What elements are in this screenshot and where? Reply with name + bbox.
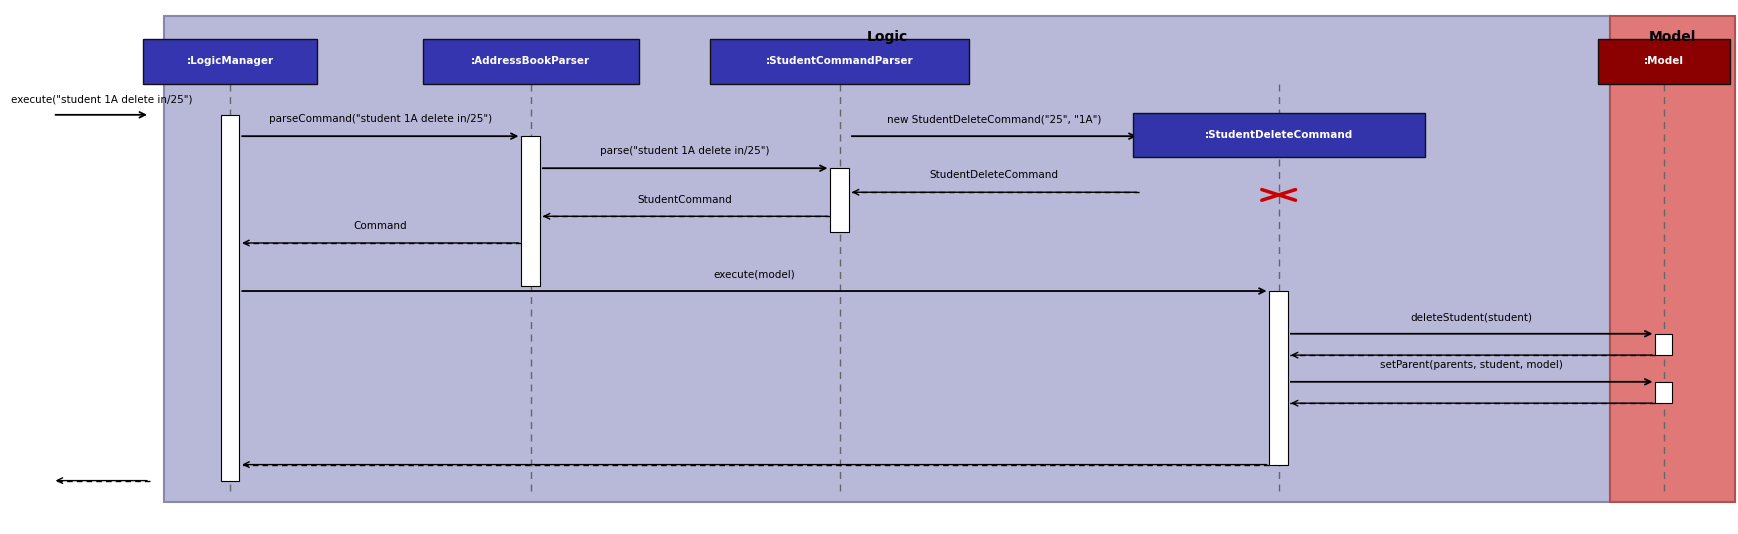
Text: parse("student 1A delete in/25"): parse("student 1A delete in/25") [600, 146, 770, 156]
Bar [1655, 382, 1672, 403]
Text: :LogicManager: :LogicManager [186, 57, 273, 66]
Text: Logic: Logic [866, 30, 907, 44]
Bar [1269, 291, 1288, 465]
Text: execute("student 1A delete in/25"): execute("student 1A delete in/25") [10, 94, 191, 104]
Bar [1609, 16, 1735, 502]
FancyBboxPatch shape [711, 40, 968, 83]
Text: :Model: :Model [1644, 57, 1684, 66]
Text: deleteStudent(student): deleteStudent(student) [1411, 312, 1533, 322]
Text: StudentCommand: StudentCommand [638, 194, 732, 205]
Text: setParent(parents, student, model): setParent(parents, student, model) [1380, 360, 1562, 370]
Text: :AddressBookParser: :AddressBookParser [471, 57, 591, 66]
FancyBboxPatch shape [1133, 113, 1425, 157]
Text: StudentDeleteCommand: StudentDeleteCommand [930, 170, 1058, 180]
Text: Command: Command [353, 221, 407, 231]
Bar [163, 16, 1609, 502]
FancyBboxPatch shape [143, 40, 316, 83]
FancyBboxPatch shape [1597, 40, 1729, 83]
Bar [521, 136, 541, 286]
Text: :StudentDeleteCommand: :StudentDeleteCommand [1204, 130, 1352, 140]
Text: :StudentCommandParser: :StudentCommandParser [766, 57, 914, 66]
Bar [831, 168, 848, 232]
FancyBboxPatch shape [422, 40, 638, 83]
Text: new StudentDeleteCommand("25", "1A"): new StudentDeleteCommand("25", "1A") [886, 114, 1102, 124]
Text: Model: Model [1648, 30, 1696, 44]
Text: parseCommand("student 1A delete in/25"): parseCommand("student 1A delete in/25") [269, 114, 492, 124]
Bar [1655, 334, 1672, 355]
Bar [221, 115, 240, 481]
Text: execute(model): execute(model) [714, 269, 796, 279]
